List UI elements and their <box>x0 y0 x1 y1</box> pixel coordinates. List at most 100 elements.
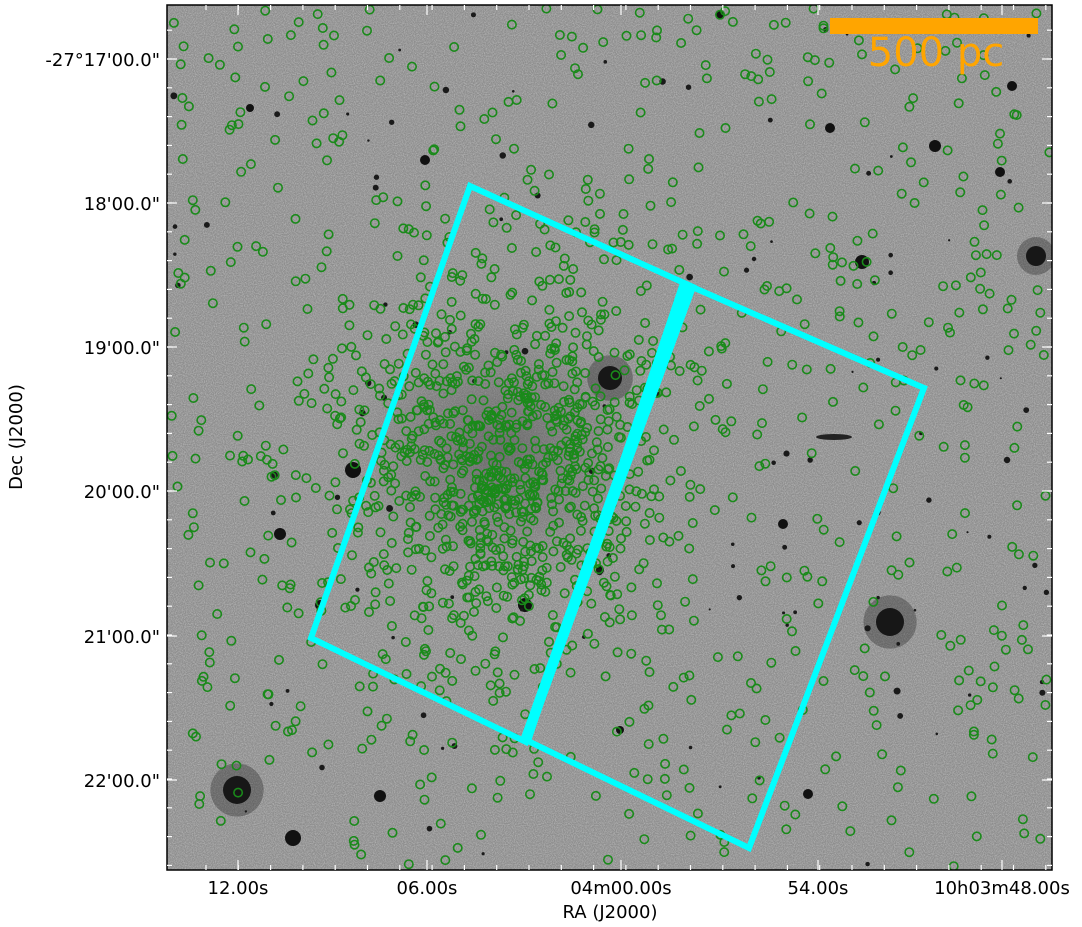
source-marker <box>513 395 524 406</box>
source-marker <box>992 138 1003 149</box>
source-marker <box>608 237 619 248</box>
source-marker <box>596 483 607 494</box>
source-marker <box>344 299 355 310</box>
source-marker <box>595 414 606 425</box>
source-marker <box>541 562 552 573</box>
source-marker <box>436 309 447 320</box>
source-marker <box>386 378 397 389</box>
faint-source <box>1022 585 1027 591</box>
source-marker <box>624 808 635 819</box>
source-marker <box>487 486 498 497</box>
source-marker <box>454 104 465 115</box>
source-marker <box>524 396 535 407</box>
source-marker <box>318 108 329 119</box>
source-marker <box>467 630 478 641</box>
y-tick-labels: -27°17'00.0" 18'00.0" 19'00.0" 20'00.0" … <box>45 50 160 792</box>
plot-frame <box>166 4 1053 871</box>
source-marker <box>419 445 430 456</box>
source-marker <box>512 354 523 365</box>
source-marker <box>511 349 522 360</box>
source-marker <box>507 287 518 298</box>
source-marker <box>560 486 571 497</box>
source-marker <box>551 357 562 368</box>
source-marker <box>379 560 390 571</box>
faint-source <box>274 111 281 118</box>
source-marker <box>684 670 695 681</box>
source-marker <box>615 237 626 248</box>
source-marker <box>1041 674 1052 685</box>
source-marker <box>455 121 466 132</box>
source-marker <box>858 671 869 682</box>
source-marker <box>558 381 569 392</box>
source-marker <box>852 235 863 246</box>
source-marker <box>597 296 608 307</box>
source-marker <box>620 500 631 511</box>
source-marker <box>324 490 335 501</box>
source-marker <box>229 24 240 35</box>
source-marker <box>445 486 456 497</box>
source-marker <box>318 39 329 50</box>
faint-source <box>1043 589 1050 596</box>
source-marker <box>409 610 420 621</box>
faint-source <box>470 12 476 18</box>
faint-source <box>373 174 380 180</box>
faint-source <box>731 564 736 569</box>
source-marker <box>420 470 431 481</box>
source-marker <box>168 17 179 28</box>
source-marker <box>978 380 989 391</box>
source-marker <box>799 319 810 330</box>
star <box>803 789 813 799</box>
source-marker <box>317 659 328 670</box>
source-marker <box>527 295 538 306</box>
source-marker <box>426 552 437 563</box>
source-marker <box>582 628 593 639</box>
source-marker <box>262 689 273 700</box>
source-marker <box>444 314 455 325</box>
source-marker <box>907 350 918 361</box>
source-marker <box>473 376 484 387</box>
source-marker <box>624 349 635 360</box>
source-marker <box>580 217 591 228</box>
source-marker <box>641 655 652 666</box>
source-marker <box>979 220 990 231</box>
source-marker <box>429 144 440 155</box>
source-marker <box>543 636 554 647</box>
source-marker <box>486 272 497 283</box>
source-marker <box>334 95 345 106</box>
source-marker <box>437 597 448 608</box>
source-marker <box>462 414 473 425</box>
source-marker <box>835 275 846 286</box>
source-marker <box>583 195 594 206</box>
source-marker <box>440 347 451 358</box>
source-marker <box>489 744 500 755</box>
source-marker <box>593 464 604 475</box>
source-marker <box>975 267 986 278</box>
source-marker <box>420 545 431 556</box>
source-marker <box>362 330 373 341</box>
source-marker <box>564 463 575 474</box>
source-marker <box>602 404 613 415</box>
source-marker <box>507 477 518 488</box>
source-marker <box>912 43 923 54</box>
source-marker <box>518 506 529 517</box>
source-marker <box>591 437 602 448</box>
source-marker <box>331 504 342 515</box>
source-marker <box>624 716 635 727</box>
source-marker <box>942 566 953 577</box>
source-marker <box>386 537 397 548</box>
source-marker <box>641 359 652 370</box>
source-marker <box>598 254 609 265</box>
source-marker <box>611 726 622 737</box>
source-marker <box>330 477 341 488</box>
source-marker <box>397 329 408 340</box>
source-marker <box>543 452 554 463</box>
source-marker <box>440 534 451 545</box>
source-marker <box>517 511 528 522</box>
source-marker <box>475 829 486 840</box>
faint-source <box>203 221 210 228</box>
source-marker <box>290 492 301 503</box>
source-marker <box>413 377 424 388</box>
source-marker <box>487 529 498 540</box>
source-marker <box>307 747 318 758</box>
source-marker <box>639 834 650 845</box>
